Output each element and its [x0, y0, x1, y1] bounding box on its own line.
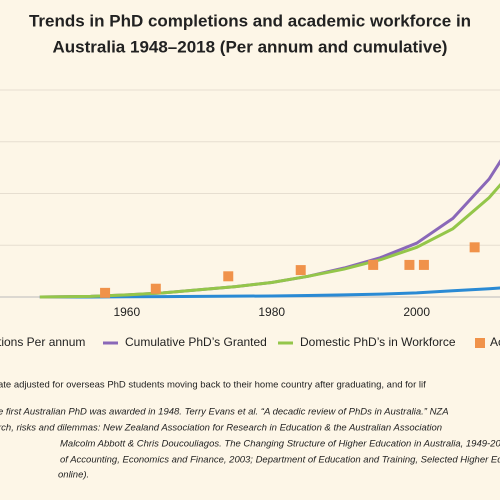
marker: [150, 283, 161, 294]
footnote: online).: [58, 470, 89, 481]
footnote: e first Australian PhD was awarded in 19…: [0, 407, 449, 418]
x-tick-label: 2000: [403, 305, 430, 319]
series-line: [39, 182, 500, 299]
marker: [469, 242, 480, 253]
chart-title: Trends in PhD completions and academic w…: [29, 11, 471, 30]
marker: [223, 271, 234, 282]
marker: [404, 259, 415, 270]
marker: [368, 259, 379, 270]
series-line: [39, 159, 500, 299]
legend-label: Domestic PhD’s in Workforce: [300, 335, 456, 349]
x-tick-label: 1960: [113, 305, 140, 319]
x-tick-label: 1980: [258, 305, 285, 319]
marker: [295, 265, 306, 276]
footnote: ate adjusted for overseas PhD students m…: [0, 380, 426, 391]
legend-swatch: [475, 338, 485, 348]
footnote: rch, risks and dilemmas: New Zealand Ass…: [0, 423, 442, 434]
chart-title: Australia 1948–2018 (Per annum and cumul…: [53, 37, 448, 56]
footnote: Malcolm Abbott & Chris Doucouliagos. The…: [60, 439, 500, 450]
series-line: [39, 286, 500, 299]
marker: [100, 287, 111, 298]
legend-label: tions Per annum: [0, 335, 85, 349]
legend-label: Cumulative PhD’s Granted: [125, 335, 267, 349]
legend-label: Ac: [490, 335, 500, 349]
marker: [418, 259, 429, 270]
footnote: of Accounting, Economics and Finance, 20…: [60, 455, 500, 466]
